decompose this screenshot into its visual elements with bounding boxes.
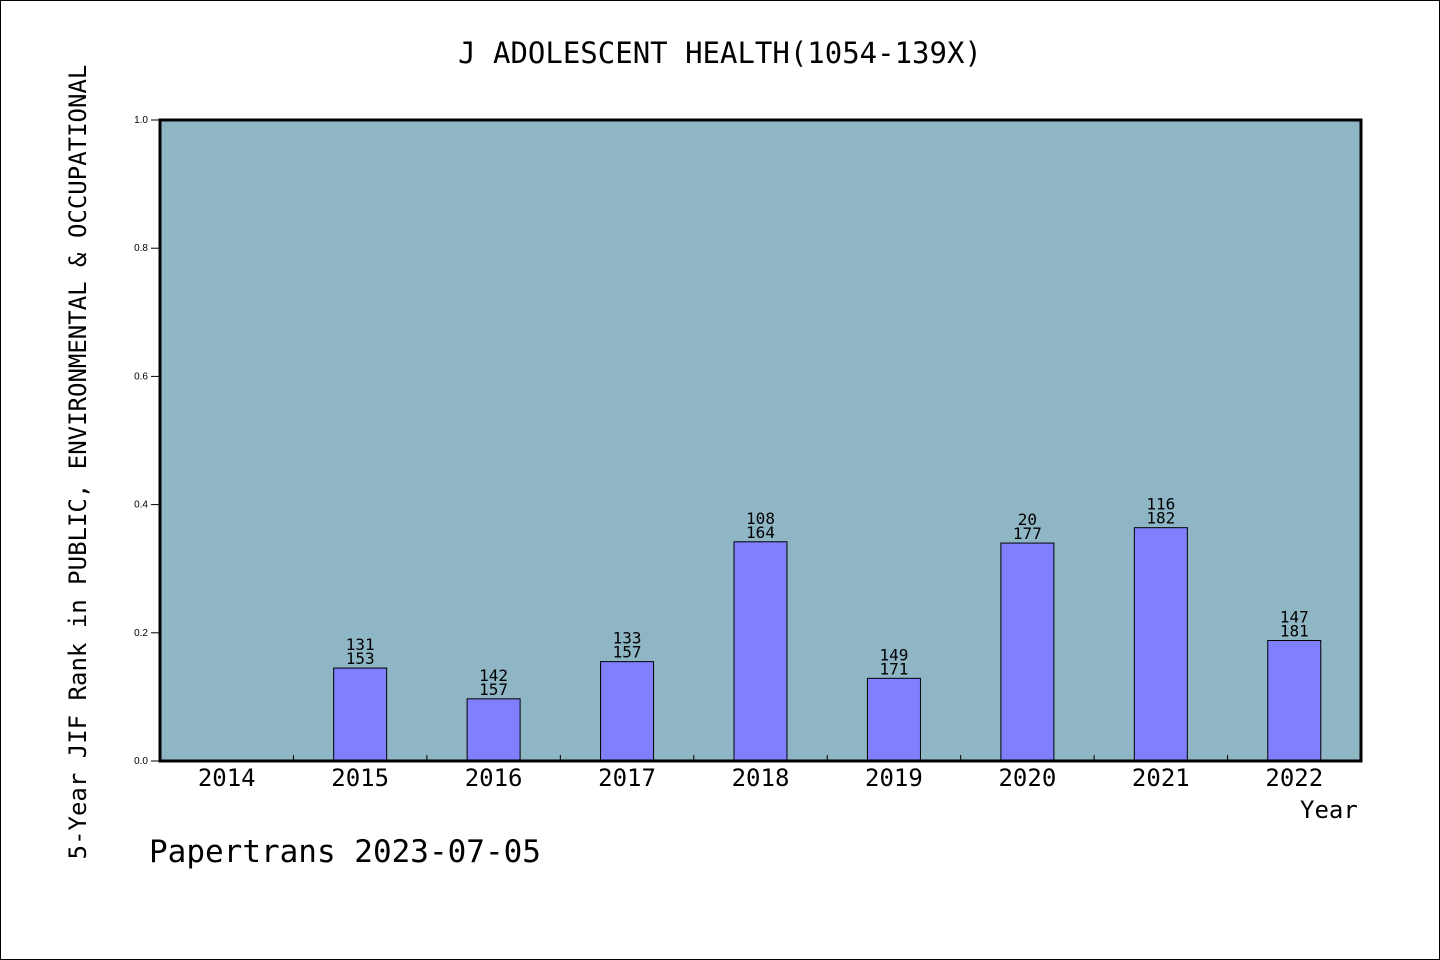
x-tick-label-2021: 2021	[1132, 764, 1190, 792]
footer-text: Papertrans 2023-07-05	[149, 834, 541, 870]
bar-2020	[1000, 542, 1055, 762]
bar-label-2020-2: 177	[1013, 524, 1042, 543]
y-tick-label-0.2: 0.2	[134, 628, 148, 639]
x-tick-label-2019: 2019	[865, 764, 923, 792]
bar-2021	[1133, 527, 1188, 762]
bar-2022	[1267, 639, 1322, 762]
bar-label-2016-1: 142	[479, 666, 508, 685]
x-tick-label-2016: 2016	[465, 764, 523, 792]
x-tick-label-2015: 2015	[331, 764, 389, 792]
chart-title: J ADOLESCENT HEALTH(1054-139X)	[458, 36, 982, 70]
bar-label-2022-2: 181	[1280, 621, 1309, 640]
y-tick-label-1.0: 1.0	[134, 115, 148, 126]
bar-label-2021-2: 182	[1146, 509, 1175, 528]
x-tick-label-2022: 2022	[1265, 764, 1323, 792]
bar-2018	[733, 541, 788, 762]
bar-label-2022-1: 147	[1280, 607, 1309, 626]
bar-label-2018-2: 164	[746, 523, 775, 542]
bar-label-2017-1: 133	[613, 629, 642, 648]
bar-2019	[866, 677, 921, 762]
bar-label-2020-1: 20	[1018, 510, 1037, 529]
plot-border	[158, 118, 1363, 763]
y-axis-label: 5-Year JIF Rank in PUBLIC, ENVIRONMENTAL…	[64, 64, 92, 860]
bar-label-2015-1: 131	[346, 635, 375, 654]
bar-label-2019-1: 149	[879, 645, 908, 664]
y-tick-label-0.0: 0.0	[134, 756, 148, 767]
y-tick-label-0.4: 0.4	[134, 500, 148, 511]
bar-label-2016-2: 157	[479, 680, 508, 699]
x-tick-label-2018: 2018	[732, 764, 790, 792]
bar-2017	[600, 661, 655, 762]
bar-2015	[333, 667, 388, 762]
bar-label-2017-2: 157	[613, 643, 642, 662]
x-tick-label-2017: 2017	[598, 764, 656, 792]
y-tick-label-0.8: 0.8	[134, 243, 148, 254]
bar-label-2018-1: 108	[746, 509, 775, 528]
x-tick-label-2014: 2014	[198, 764, 256, 792]
y-tick-label-0.6: 0.6	[134, 371, 148, 382]
bar-label-2019-2: 171	[879, 659, 908, 678]
x-axis-label: Year	[1300, 796, 1358, 824]
x-tick-label-2020: 2020	[998, 764, 1056, 792]
bar-2016	[466, 698, 521, 762]
bar-label-2021-1: 116	[1146, 495, 1175, 514]
bar-label-2015-2: 153	[346, 649, 375, 668]
